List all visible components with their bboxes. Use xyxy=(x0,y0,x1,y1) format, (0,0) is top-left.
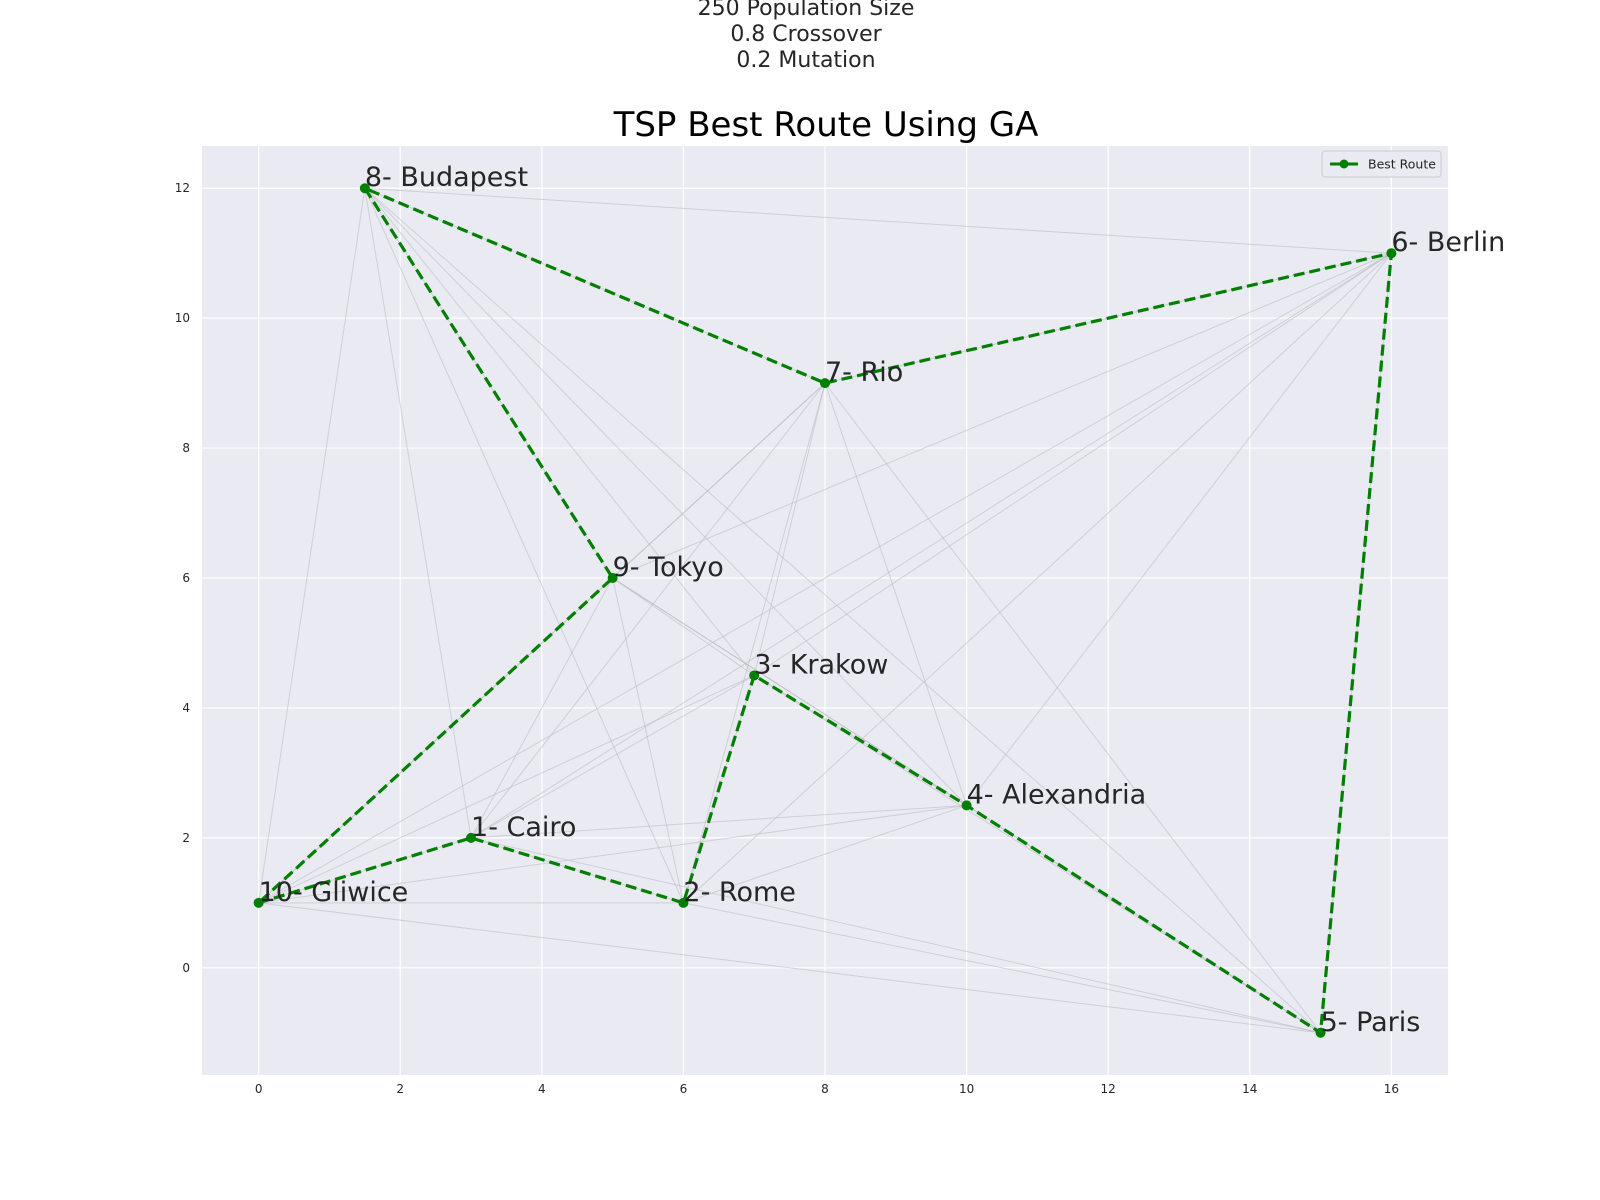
x-tick-label: 16 xyxy=(1384,1082,1399,1096)
city-marker xyxy=(359,183,370,194)
city-marker xyxy=(820,378,830,389)
best-route xyxy=(253,183,1397,1038)
edge-line xyxy=(824,382,968,806)
edge-line xyxy=(470,382,826,839)
city-label: 6- Berlin xyxy=(1391,227,1505,258)
y-tick-label: 6 xyxy=(182,571,190,585)
edge-line xyxy=(258,188,366,903)
city-marker xyxy=(961,800,972,811)
city-marker xyxy=(749,670,760,681)
edge-line xyxy=(612,577,755,676)
edge-line xyxy=(470,837,1321,1034)
legend-label: Best Route xyxy=(1368,157,1436,172)
edge-line xyxy=(364,187,755,676)
city-label: 2- Rome xyxy=(683,877,795,908)
x-tick-label: 4 xyxy=(538,1082,546,1096)
edge-line xyxy=(753,383,826,676)
chart-title: TSP Best Route Using GA xyxy=(613,105,1039,145)
city-marker xyxy=(1386,248,1397,259)
y-tick-label: 4 xyxy=(182,701,190,715)
x-tick-label: 10 xyxy=(959,1082,974,1096)
x-tick-label: 14 xyxy=(1242,1082,1257,1096)
city-label: 5- Paris xyxy=(1321,1007,1421,1038)
edge-line xyxy=(683,902,1321,1034)
grid-lines xyxy=(202,146,1448,1075)
edge-line xyxy=(364,188,684,904)
x-tick-label: 8 xyxy=(821,1082,829,1096)
suptitle-line-3: 0.2 Mutation xyxy=(736,48,875,73)
edge-line xyxy=(682,382,826,903)
y-tick-label: 0 xyxy=(182,961,190,975)
edge-line xyxy=(258,902,1321,1034)
suptitle-line-2: 0.8 Crossover xyxy=(730,22,882,47)
edge-line xyxy=(364,188,472,838)
y-tick-label: 8 xyxy=(182,441,190,455)
city-label: 1- Cairo xyxy=(471,812,576,843)
edge-line xyxy=(364,187,1321,1034)
edge-line xyxy=(364,187,1392,254)
city-label: 8- Budapest xyxy=(365,162,528,193)
legend: Best Route xyxy=(1321,150,1442,178)
x-tick-label: 0 xyxy=(255,1082,263,1096)
y-tick-label: 2 xyxy=(182,831,190,845)
city-marker xyxy=(678,897,689,908)
edge-line xyxy=(966,252,1392,806)
edge-line xyxy=(364,187,967,806)
edge-line xyxy=(258,804,967,904)
edge-line xyxy=(258,675,755,904)
edge-line xyxy=(753,252,1392,676)
y-tick-label: 10 xyxy=(175,311,190,325)
legend-marker xyxy=(1339,159,1349,169)
edge-line xyxy=(470,252,1392,839)
edge-line xyxy=(258,577,613,904)
edge-line xyxy=(470,675,755,839)
x-tick-label: 12 xyxy=(1101,1082,1116,1096)
x-axis-ticks: 0 2 4 6 8 10 12 14 16 xyxy=(255,1082,1399,1096)
edge-line xyxy=(824,382,1321,1034)
edge-line xyxy=(683,804,967,904)
city-marker xyxy=(466,832,477,843)
city-label: 4- Alexandria xyxy=(967,779,1147,810)
suptitle-line-1: 250 Population Size xyxy=(698,0,915,21)
edge-line xyxy=(258,252,1392,904)
edge-line xyxy=(612,577,684,903)
city-label: 9- Tokyo xyxy=(613,552,724,583)
city-marker xyxy=(607,573,618,584)
city-marker xyxy=(253,897,264,908)
city-marker xyxy=(1315,1027,1326,1038)
edge-line xyxy=(683,252,1392,904)
x-tick-label: 6 xyxy=(680,1082,688,1096)
city-label: 7- Rio xyxy=(825,357,903,388)
edge-line xyxy=(612,252,1392,579)
city-label: 10- Gliwice xyxy=(259,877,409,908)
y-axis-ticks: 0 2 4 6 8 10 12 xyxy=(175,181,190,975)
city-labels: 1- Cairo 2- Rome 3- Krakow 4- Alexandria 5- … xyxy=(259,162,1506,1038)
y-tick-label: 12 xyxy=(175,181,190,195)
x-tick-label: 2 xyxy=(396,1082,404,1096)
legend-box xyxy=(1321,150,1442,178)
edge-line xyxy=(470,804,967,839)
city-label: 3- Krakow xyxy=(754,649,888,680)
